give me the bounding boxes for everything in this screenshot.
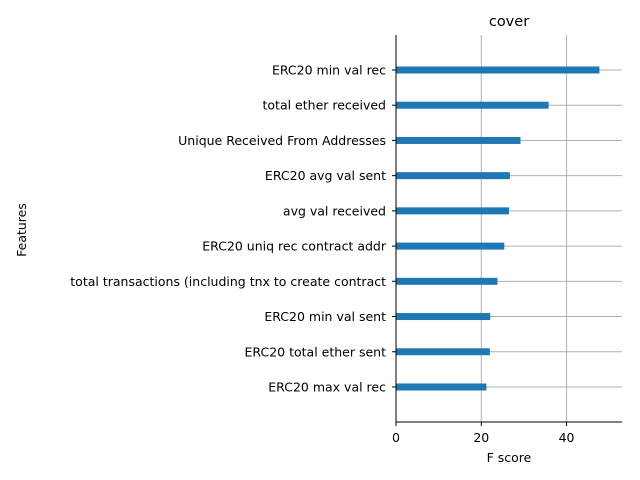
bar bbox=[396, 242, 505, 250]
y-axis-label: Features bbox=[14, 203, 29, 257]
bar bbox=[396, 101, 549, 109]
y-tick-label: total ether received bbox=[263, 98, 387, 113]
bar bbox=[396, 66, 600, 74]
bar bbox=[396, 383, 487, 391]
y-tick-label: Unique Received From Addresses bbox=[178, 133, 386, 148]
bar bbox=[396, 277, 498, 285]
axes-frame bbox=[395, 35, 622, 423]
y-tick-label: ERC20 max val rec bbox=[268, 379, 386, 394]
bar bbox=[396, 348, 490, 356]
bar bbox=[396, 313, 491, 321]
y-tick-label: ERC20 total ether sent bbox=[245, 344, 387, 359]
y-tick-label: ERC20 uniq rec contract addr bbox=[202, 239, 387, 254]
y-tick-label: ERC20 min val rec bbox=[272, 63, 386, 78]
chart-title: cover bbox=[489, 14, 529, 30]
x-tick-label: 0 bbox=[392, 430, 400, 445]
bars bbox=[396, 66, 600, 391]
bar bbox=[396, 207, 509, 215]
y-tick-labels: ERC20 min val rec total ether received Uni… bbox=[70, 63, 396, 394]
x-tick-label: 40 bbox=[559, 430, 575, 445]
x-axis-label: F score bbox=[487, 450, 532, 465]
y-tick-label: ERC20 min val sent bbox=[264, 309, 386, 324]
bar bbox=[396, 136, 521, 144]
y-tick-label: ERC20 avg val sent bbox=[265, 168, 386, 183]
y-tick-label: avg val received bbox=[283, 203, 386, 218]
x-tick-labels: 0 20 40 bbox=[392, 422, 575, 445]
bar bbox=[396, 172, 510, 180]
y-tick-label: total transactions (including tnx to cre… bbox=[70, 274, 386, 289]
x-tick-label: 20 bbox=[473, 430, 489, 445]
